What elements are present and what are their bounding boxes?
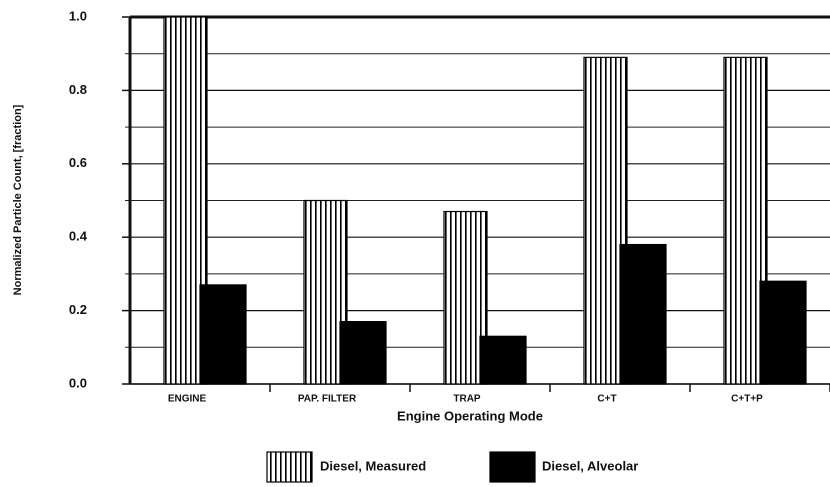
bar xyxy=(339,321,387,385)
y-tick-label: 0.6 xyxy=(69,155,87,170)
legend-label: Diesel, Measured xyxy=(320,458,426,473)
x-tick-label: C+T xyxy=(597,394,616,405)
y-tick-label: 0.4 xyxy=(69,229,88,244)
bar xyxy=(759,280,807,385)
legend-swatch xyxy=(266,451,313,483)
y-axis-title: Normalized Particle Count, [fraction] xyxy=(12,104,24,295)
y-tick-label: 0.0 xyxy=(69,375,87,390)
legend-label: Diesel, Alveolar xyxy=(542,458,638,473)
bar xyxy=(619,243,667,385)
bar xyxy=(479,335,527,385)
y-tick-label: 0.8 xyxy=(69,82,87,97)
x-tick-label: C+T+P xyxy=(731,394,763,405)
legend-swatch xyxy=(489,451,536,483)
x-tick-label: ENGINE xyxy=(168,394,207,405)
y-tick-label: 1.0 xyxy=(69,8,87,23)
bar xyxy=(199,284,247,385)
y-tick-label: 0.2 xyxy=(69,302,87,317)
x-tick-label: TRAP xyxy=(453,394,481,405)
x-tick-label: PAP. FILTER xyxy=(298,394,357,405)
x-axis-title: Engine Operating Mode xyxy=(397,408,543,423)
